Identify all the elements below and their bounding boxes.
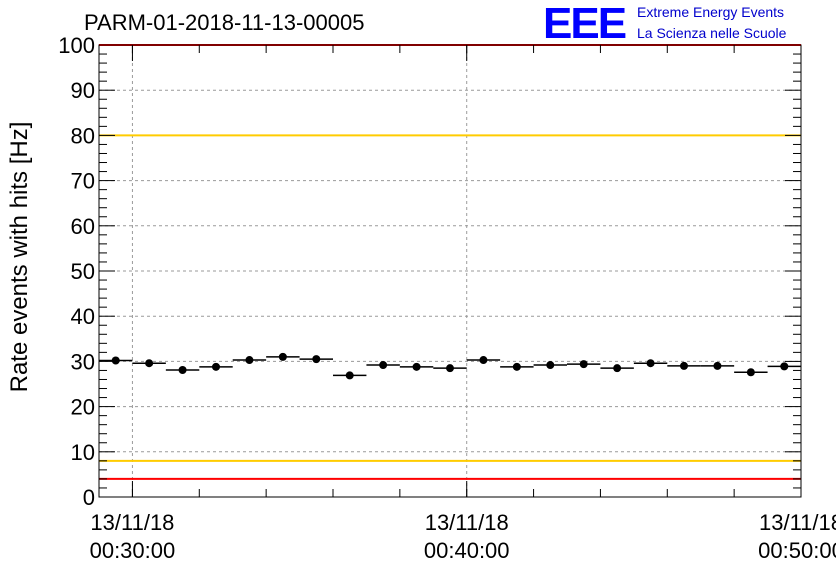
data-point — [379, 361, 388, 370]
y-tick-label: 50 — [71, 259, 95, 284]
x-tick-time: 00:40:00 — [424, 538, 510, 563]
x-axis-ticks: 13/11/18 00:30:00 13/11/18 00:40:00 13/11/18… — [90, 45, 836, 563]
data-point — [412, 362, 421, 371]
data-points — [99, 352, 801, 380]
data-point — [245, 356, 254, 365]
data-point — [746, 368, 755, 377]
y-tick-label: 40 — [71, 304, 95, 329]
data-point — [178, 365, 187, 374]
reference-lines — [99, 44, 801, 480]
y-axis-label: Rate events with hits [Hz] — [6, 122, 33, 393]
data-point — [312, 355, 321, 364]
data-point — [680, 361, 688, 370]
data-point — [579, 360, 588, 369]
data-point — [111, 356, 120, 365]
y-tick-label: 80 — [71, 123, 95, 148]
y-tick-label: 10 — [71, 440, 95, 465]
x-tick-date: 13/11/18 — [90, 510, 174, 535]
y-tick-label: 90 — [71, 78, 95, 103]
data-point — [646, 359, 655, 368]
data-point — [780, 362, 789, 371]
y-tick-label: 70 — [71, 169, 95, 194]
eee-logo: EEE — [543, 0, 627, 48]
data-point — [479, 356, 488, 365]
x-tick-date: 13/11/18 — [425, 510, 509, 535]
data-point — [546, 361, 555, 370]
chart-title: PARM-01-2018-11-13-00005 — [84, 10, 365, 35]
grid-lines — [99, 45, 802, 497]
data-point — [212, 362, 220, 371]
logo-line-1: Extreme Energy Events — [637, 4, 785, 20]
data-point — [613, 364, 622, 373]
x-tick-date: 13/11/18 — [759, 510, 836, 535]
y-axis-ticks: 0 10 20 30 40 50 60 70 80 90 100 — [58, 33, 801, 510]
y-tick-label: 30 — [71, 349, 95, 374]
logo-line-2: La Scienza nelle Scuole — [637, 25, 787, 41]
data-point — [512, 362, 521, 371]
x-tick-time: 00:50:00 — [758, 538, 836, 563]
x-tick-time: 00:30:00 — [90, 538, 176, 563]
data-point — [345, 371, 354, 380]
data-point — [145, 359, 154, 368]
data-point — [278, 352, 287, 361]
y-tick-label: 0 — [83, 485, 95, 510]
data-point — [713, 361, 722, 370]
y-tick-label: 60 — [71, 214, 95, 239]
data-point — [446, 364, 454, 373]
y-tick-label: 20 — [71, 395, 95, 420]
y-tick-label: 100 — [58, 33, 95, 58]
